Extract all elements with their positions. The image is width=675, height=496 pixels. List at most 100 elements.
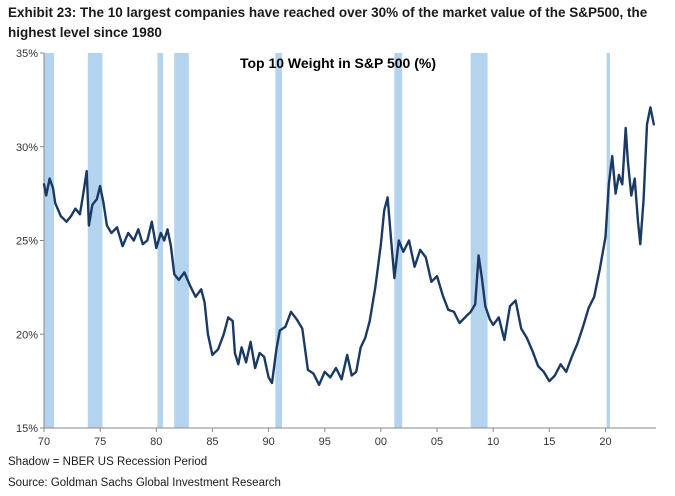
- data-point: [183, 271, 185, 273]
- data-point: [116, 226, 118, 228]
- data-point: [639, 243, 641, 245]
- data-point: [355, 371, 357, 373]
- data-point: [374, 286, 376, 288]
- data-point: [369, 320, 371, 322]
- data-point: [634, 178, 636, 180]
- data-point: [470, 311, 472, 313]
- data-point: [204, 301, 206, 303]
- data-point: [318, 384, 320, 386]
- data-point: [618, 174, 620, 176]
- data-point: [548, 380, 550, 382]
- data-point: [133, 239, 135, 242]
- x-tick-label: 90: [262, 436, 274, 448]
- data-point: [137, 228, 139, 230]
- data-point: [122, 245, 124, 247]
- data-point: [643, 198, 645, 200]
- data-point: [543, 371, 545, 373]
- data-point: [296, 318, 298, 320]
- data-point: [531, 350, 534, 352]
- x-tick-label: 95: [319, 436, 331, 448]
- data-point: [146, 239, 148, 242]
- x-tick-label: 75: [94, 436, 106, 448]
- data-point: [526, 337, 528, 339]
- data-point: [621, 183, 623, 185]
- data-point: [70, 215, 72, 217]
- data-point: [259, 352, 261, 354]
- data-point: [387, 196, 389, 198]
- data-point: [234, 352, 236, 354]
- data-point: [419, 249, 421, 251]
- data-point: [436, 275, 438, 277]
- y-tick-label: 15%: [16, 423, 38, 435]
- data-point: [364, 337, 366, 339]
- top10-weight-chart: 15% 20% 25% 30% 35% 70 75 80 85 90 95 00 05 10 15 20 To…: [16, 48, 656, 448]
- chart-title: Top 10 Weight in S&P 500 (%): [240, 55, 436, 71]
- data-point: [588, 307, 590, 309]
- series-line-layer: [42, 106, 655, 387]
- data-point: [481, 277, 483, 279]
- recession-band: [606, 53, 610, 428]
- data-point: [478, 254, 480, 257]
- data-point: [170, 245, 172, 247]
- data-point: [110, 232, 112, 234]
- x-tick-label: 85: [206, 436, 218, 448]
- data-point: [335, 367, 337, 369]
- data-point: [54, 202, 56, 204]
- data-point: [96, 198, 98, 200]
- data-point: [425, 256, 427, 258]
- data-point: [263, 356, 265, 358]
- data-point: [604, 236, 607, 238]
- data-point: [537, 365, 539, 367]
- data-point: [82, 193, 84, 195]
- data-point: [408, 239, 410, 242]
- data-point: [560, 363, 562, 365]
- data-point: [60, 215, 62, 217]
- data-point: [402, 251, 404, 253]
- data-point: [102, 202, 105, 204]
- data-point: [207, 333, 209, 335]
- data-point: [390, 238, 392, 240]
- data-point: [637, 221, 639, 223]
- data-point: [599, 268, 601, 270]
- y-tick-label: 35%: [16, 48, 38, 60]
- data-point: [163, 239, 165, 242]
- data-point: [91, 204, 93, 206]
- data-point: [498, 316, 500, 318]
- data-point: [271, 382, 273, 384]
- data-point: [307, 369, 309, 371]
- recession-band: [87, 53, 103, 428]
- data-point: [211, 354, 213, 356]
- data-point: [474, 303, 476, 305]
- data-point: [232, 320, 234, 322]
- data-point: [166, 228, 169, 230]
- data-point: [582, 326, 584, 328]
- data-point: [52, 187, 54, 189]
- data-point: [515, 299, 517, 302]
- recession-band: [44, 53, 55, 428]
- x-tick-label: 70: [38, 436, 50, 448]
- recession-band: [157, 53, 164, 428]
- data-point: [86, 170, 88, 172]
- recession-shadow-note: Shadow = NBER US Recession Period: [8, 456, 208, 468]
- x-tick-label: 20: [599, 436, 611, 448]
- data-point: [360, 346, 362, 348]
- x-tick-label: 15: [543, 436, 555, 448]
- x-tick-label: 05: [431, 436, 443, 448]
- data-point: [151, 221, 153, 223]
- data-point: [127, 232, 129, 234]
- data-point: [447, 309, 449, 311]
- data-point: [625, 127, 627, 129]
- data-point: [464, 316, 466, 318]
- series-line: [42, 106, 655, 387]
- data-point: [79, 213, 81, 215]
- data-point: [301, 328, 303, 330]
- data-point: [608, 183, 610, 185]
- x-tick-label: 00: [375, 436, 387, 448]
- data-point: [341, 378, 343, 380]
- y-tick-label: 20%: [16, 329, 38, 341]
- data-point: [312, 373, 315, 375]
- data-point: [65, 221, 68, 223]
- data-point: [653, 123, 655, 125]
- data-point: [611, 155, 613, 157]
